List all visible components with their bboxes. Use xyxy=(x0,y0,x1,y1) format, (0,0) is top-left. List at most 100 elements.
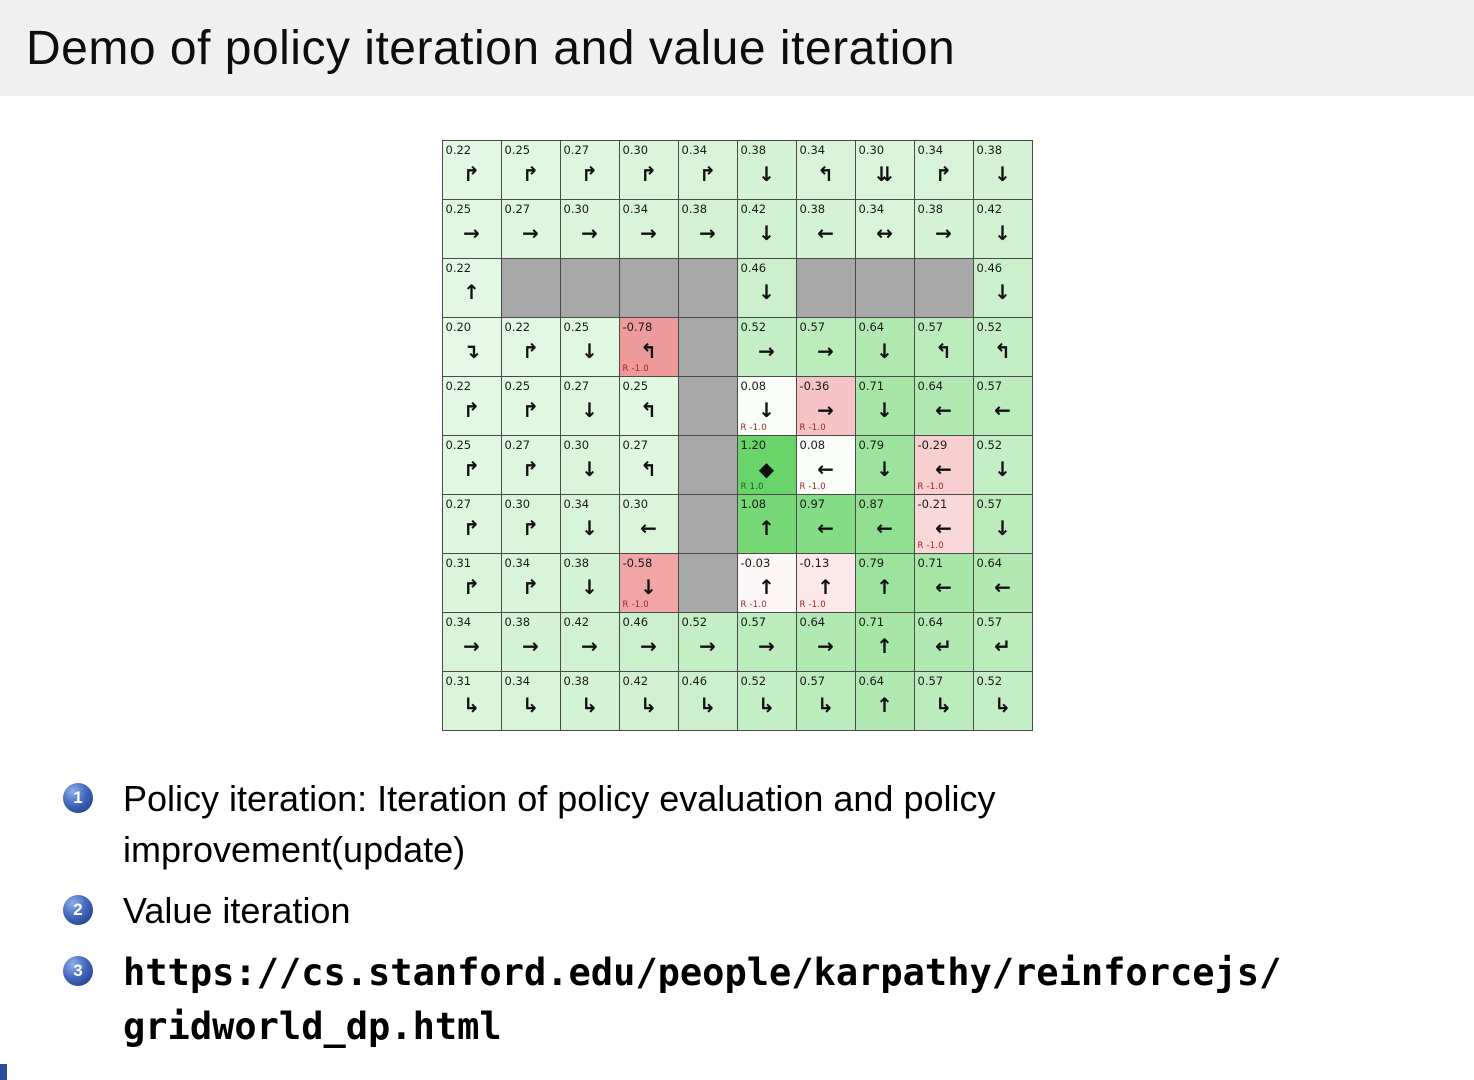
grid-cell: 0.38 ↓ xyxy=(560,554,619,612)
cell-value: 0.31 xyxy=(445,556,472,570)
grid-cell: 0.46 ↓ xyxy=(737,259,796,317)
grid-cell: 0.30 ← xyxy=(619,495,678,553)
policy-arrow-icon: ↑ xyxy=(758,516,775,540)
grid-wall-cell xyxy=(560,259,619,317)
grid-cell: 0.22 ↱ xyxy=(442,377,501,435)
policy-arrow-icon: ↓ xyxy=(758,221,775,245)
policy-arrow-icon: ← xyxy=(935,516,952,540)
cell-value: 0.38 xyxy=(740,143,767,157)
grid-cell: 0.52 ↓ xyxy=(973,436,1032,494)
cell-value: 0.22 xyxy=(445,143,472,157)
policy-arrow-icon: ↱ xyxy=(463,516,480,540)
cell-reward-label: R -1.0 xyxy=(799,423,826,433)
grid-cell: 0.34 ↱ xyxy=(914,141,973,199)
cell-value: 0.34 xyxy=(917,143,944,157)
cell-reward-label: R -1.0 xyxy=(799,482,826,492)
policy-arrow-icon: → xyxy=(699,221,716,245)
grid-cell: 0.57 → xyxy=(796,318,855,376)
grid-cell: 0.27 ↓ xyxy=(560,377,619,435)
cell-value: 0.38 xyxy=(563,674,590,688)
policy-arrow-icon: ↑ xyxy=(463,280,480,304)
cell-value: 0.52 xyxy=(976,674,1003,688)
grid-cell: 0.34 ↓ xyxy=(560,495,619,553)
cell-value: 0.27 xyxy=(504,202,531,216)
policy-arrow-icon: ↑ xyxy=(758,575,775,599)
policy-arrow-icon: → xyxy=(640,221,657,245)
grid-cell: -0.29 ← R -1.0 xyxy=(914,436,973,494)
bullet-item-1: 1 Policy iteration: Iteration of policy e… xyxy=(63,773,1434,875)
cell-value: 0.38 xyxy=(681,202,708,216)
cell-value: 0.30 xyxy=(563,438,590,452)
cell-reward-label: R -1.0 xyxy=(917,541,944,551)
policy-arrow-icon: ↳ xyxy=(463,693,480,717)
grid-cell: 0.38 ↓ xyxy=(737,141,796,199)
bullet-text-line[interactable]: gridworld_dp.html xyxy=(123,1004,502,1048)
policy-arrow-icon: ↑ xyxy=(876,693,893,717)
policy-arrow-icon: ← xyxy=(994,398,1011,422)
bullet-text: Policy iteration: Iteration of policy ev… xyxy=(123,773,996,875)
policy-arrow-icon: ↰ xyxy=(935,339,952,363)
cell-value: 0.79 xyxy=(858,438,885,452)
grid-cell: 1.20 ◆ R 1.0 xyxy=(737,436,796,494)
grid-cell: 0.25 ↱ xyxy=(501,141,560,199)
policy-arrow-icon: ← xyxy=(640,516,657,540)
grid-cell: 0.57 ← xyxy=(973,377,1032,435)
grid-cell: 0.42 ↳ xyxy=(619,672,678,730)
bullet-list: 1 Policy iteration: Iteration of policy e… xyxy=(0,773,1474,1054)
grid-cell: 0.27 ↱ xyxy=(560,141,619,199)
cell-value: -0.78 xyxy=(622,320,653,334)
cell-value: 0.22 xyxy=(445,379,472,393)
cell-reward-label: R -1.0 xyxy=(740,423,767,433)
grid-cell: 0.71 ← xyxy=(914,554,973,612)
cell-value: 0.38 xyxy=(799,202,826,216)
policy-arrow-icon: ↱ xyxy=(522,575,539,599)
policy-arrow-icon: → xyxy=(699,634,716,658)
grid-cell: -0.58 ↓ R -1.0 xyxy=(619,554,678,612)
cell-reward-label: R 1.0 xyxy=(740,482,764,492)
cell-value: 0.25 xyxy=(563,320,590,334)
grid-cell: 0.46 → xyxy=(619,613,678,671)
grid-cell: 0.30 ↱ xyxy=(501,495,560,553)
policy-arrow-icon: ↱ xyxy=(522,162,539,186)
cell-value: -0.36 xyxy=(799,379,830,393)
grid-cell: -0.13 ↑ R -1.0 xyxy=(796,554,855,612)
grid-cell: 0.34 ↱ xyxy=(678,141,737,199)
grid-cell: 0.30 → xyxy=(560,200,619,258)
cell-value: 0.42 xyxy=(740,202,767,216)
policy-arrow-icon: → xyxy=(522,634,539,658)
cell-value: 0.57 xyxy=(917,320,944,334)
cell-value: 1.08 xyxy=(740,497,767,511)
cell-value: 0.87 xyxy=(858,497,885,511)
grid-cell: -0.78 ↰ R -1.0 xyxy=(619,318,678,376)
grid-cell: 0.42 → xyxy=(560,613,619,671)
bullet-text-line: Policy iteration: Iteration of policy ev… xyxy=(123,778,996,819)
policy-arrow-icon: ↳ xyxy=(640,693,657,717)
bullet-text-line[interactable]: https://cs.stanford.edu/people/karpathy/… xyxy=(123,951,1282,995)
policy-arrow-icon: ↰ xyxy=(640,457,657,481)
bullet-number-badge: 1 xyxy=(63,783,93,813)
grid-cell: 0.34 ↔ xyxy=(855,200,914,258)
cell-value: 0.57 xyxy=(799,674,826,688)
grid-cell: -0.03 ↑ R -1.0 xyxy=(737,554,796,612)
policy-arrow-icon: ↓ xyxy=(994,221,1011,245)
policy-arrow-icon: → xyxy=(640,634,657,658)
bullet-link-text[interactable]: https://cs.stanford.edu/people/karpathy/… xyxy=(123,946,1281,1053)
policy-arrow-icon: ↓ xyxy=(994,280,1011,304)
grid-cell: 0.52 ↳ xyxy=(737,672,796,730)
policy-arrow-icon: ↑ xyxy=(876,634,893,658)
policy-arrow-icon: ↓ xyxy=(581,516,598,540)
grid-cell: 0.30 ↓ xyxy=(560,436,619,494)
grid-cell: 0.57 → xyxy=(737,613,796,671)
policy-arrow-icon: ↵ xyxy=(935,634,952,658)
grid-cell: 0.42 ↓ xyxy=(973,200,1032,258)
cell-value: 0.46 xyxy=(681,674,708,688)
grid-cell: 0.52 → xyxy=(678,613,737,671)
cell-value: 0.52 xyxy=(976,438,1003,452)
grid-cell: 0.71 ↓ xyxy=(855,377,914,435)
policy-arrow-icon: ← xyxy=(876,516,893,540)
grid-cell: 0.25 ↓ xyxy=(560,318,619,376)
policy-arrow-icon: ↱ xyxy=(522,398,539,422)
cell-value: 0.30 xyxy=(622,497,649,511)
policy-arrow-icon: → xyxy=(463,634,480,658)
